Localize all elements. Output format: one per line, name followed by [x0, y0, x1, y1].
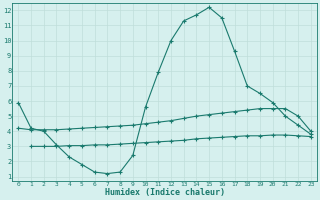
X-axis label: Humidex (Indice chaleur): Humidex (Indice chaleur): [105, 188, 225, 197]
